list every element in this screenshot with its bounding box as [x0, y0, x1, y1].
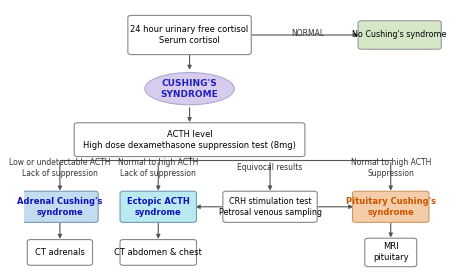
Text: CT adrenals: CT adrenals	[35, 248, 85, 257]
FancyBboxPatch shape	[74, 123, 305, 157]
Text: No Cushing's syndrome: No Cushing's syndrome	[353, 30, 447, 39]
Text: Equivocal results: Equivocal results	[237, 163, 303, 172]
FancyBboxPatch shape	[27, 239, 92, 265]
Text: Ectopic ACTH
syndrome: Ectopic ACTH syndrome	[127, 197, 190, 217]
Text: 24 hour urinary free cortisol
Serum cortisol: 24 hour urinary free cortisol Serum cort…	[130, 25, 249, 45]
Ellipse shape	[145, 73, 234, 105]
Text: Adrenal Cushing's
syndrome: Adrenal Cushing's syndrome	[17, 197, 102, 217]
Text: CRH stimulation test
Petrosal venous sampling: CRH stimulation test Petrosal venous sam…	[219, 197, 321, 217]
Text: Low or undetectable ACTH
Lack of suppression: Low or undetectable ACTH Lack of suppres…	[9, 158, 110, 178]
Text: Pituitary Cushing's
syndrome: Pituitary Cushing's syndrome	[346, 197, 436, 217]
FancyBboxPatch shape	[223, 191, 317, 222]
Text: ACTH level
High dose dexamethasone suppression test (8mg): ACTH level High dose dexamethasone suppr…	[83, 130, 296, 150]
FancyBboxPatch shape	[358, 21, 441, 49]
Text: Normal to high ACTH
Suppression: Normal to high ACTH Suppression	[351, 158, 431, 178]
Text: Normal to high ACTH
Lack of suppression: Normal to high ACTH Lack of suppression	[118, 158, 199, 178]
Text: MRI
pituitary: MRI pituitary	[373, 242, 409, 262]
FancyBboxPatch shape	[128, 15, 251, 55]
Text: CUSHING'S
SYNDROME: CUSHING'S SYNDROME	[161, 79, 219, 99]
FancyBboxPatch shape	[365, 238, 417, 267]
FancyBboxPatch shape	[120, 191, 197, 222]
Text: CT abdomen & chest: CT abdomen & chest	[114, 248, 202, 257]
Text: NORMAL: NORMAL	[292, 29, 325, 38]
FancyBboxPatch shape	[353, 191, 429, 222]
FancyBboxPatch shape	[22, 191, 98, 222]
FancyBboxPatch shape	[120, 239, 197, 265]
